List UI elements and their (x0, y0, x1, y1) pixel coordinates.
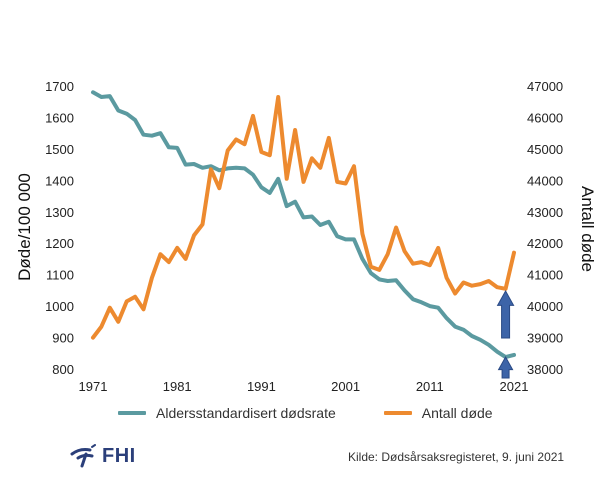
fhi-logo-mark-icon (70, 444, 96, 468)
left-axis-ticks: 800 900 1000 1100 1200 1300 1400 1500 1600 1700 (45, 79, 74, 377)
x-tick-label: 2011 (416, 379, 444, 394)
right-tick-label: 41000 (527, 268, 563, 283)
left-tick-label: 800 (52, 362, 74, 377)
left-tick-label: 1400 (45, 173, 74, 188)
x-tick-label: 2021 (500, 379, 529, 394)
x-tick-label: 1991 (247, 379, 276, 394)
source-note: Kilde: Dødsårsaksregisteret, 9. juni 202… (348, 450, 565, 464)
legend: Aldersstandardisert dødsrate Antall døde (118, 405, 541, 421)
arrow-up-icon (497, 355, 514, 379)
x-tick-label: 2001 (331, 379, 360, 394)
left-tick-label: 1100 (46, 268, 74, 283)
x-tick-label: 1981 (163, 379, 192, 394)
right-axis-ticks: 38000 39000 40000 41000 42000 43000 44000 45000… (527, 79, 563, 377)
chart: 800 900 1000 1100 1200 1300 1400 1500 1600 1700 3… (15, 79, 597, 394)
right-tick-label: 39000 (527, 331, 563, 346)
arrow-up-icon (496, 289, 515, 339)
right-tick-label: 46000 (527, 110, 563, 125)
right-tick-label: 47000 (527, 79, 563, 94)
left-tick-label: 1700 (45, 79, 74, 94)
legend-label-count: Antall døde (421, 405, 493, 421)
x-axis-ticks: 1971 1981 1991 2001 2011 2021 (79, 379, 529, 394)
left-tick-label: 1300 (45, 205, 74, 220)
right-tick-label: 44000 (527, 173, 563, 188)
left-axis-title: Døde/100 000 (15, 173, 34, 281)
right-tick-label: 38000 (527, 362, 563, 377)
left-tick-label: 900 (52, 331, 74, 346)
left-tick-label: 1600 (45, 110, 74, 125)
series-layer (91, 90, 516, 360)
left-tick-label: 1200 (45, 236, 74, 251)
right-tick-label: 45000 (527, 142, 563, 157)
fhi-logo-text: FHI (102, 444, 136, 467)
series-count (91, 95, 516, 340)
right-tick-label: 42000 (527, 236, 563, 251)
legend-item-rate[interactable]: Aldersstandardisert dødsrate (118, 405, 336, 421)
legend-item-count[interactable]: Antall døde (383, 405, 493, 421)
x-tick-label: 1971 (79, 379, 108, 394)
series-line (91, 90, 516, 360)
left-tick-label: 1000 (45, 299, 74, 314)
legend-swatch-rate (118, 411, 146, 415)
legend-label-rate: Aldersstandardisert dødsrate (156, 405, 336, 421)
series-line (91, 95, 516, 340)
fhi-logo: FHI (70, 444, 136, 468)
right-tick-label: 40000 (527, 299, 563, 314)
annotation-arrows (496, 289, 515, 379)
right-tick-label: 43000 (527, 205, 563, 220)
left-tick-label: 1500 (45, 142, 74, 157)
right-axis-title: Antall døde (578, 186, 597, 272)
legend-swatch-count (383, 411, 412, 415)
series-rate (91, 90, 516, 360)
